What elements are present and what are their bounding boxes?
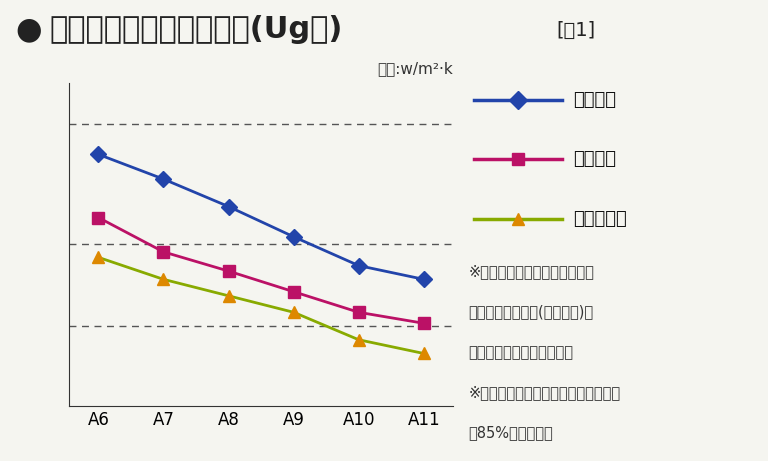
Text: トリプルガラス(グリーン)を: トリプルガラス(グリーン)を <box>468 305 594 319</box>
Text: ※本データは、日本板炉子株製: ※本データは、日本板炉子株製 <box>468 264 594 279</box>
Text: 使用した場合の値です。: 使用した場合の値です。 <box>468 345 574 360</box>
Text: ※アルゴン、クリプトンの含有率は、: ※アルゴン、クリプトンの含有率は、 <box>468 385 621 400</box>
Text: 85%にて計算。: 85%にて計算。 <box>468 426 553 440</box>
Text: ●: ● <box>15 16 42 44</box>
Text: 通常空気: 通常空気 <box>574 90 617 109</box>
Text: ガラス空気層別熱貲流率(Ug値): ガラス空気層別熱貲流率(Ug値) <box>50 16 343 44</box>
Text: クリプトン: クリプトン <box>574 210 627 228</box>
Text: [表1]: [表1] <box>557 20 596 40</box>
Text: 単位:w/m²·k: 単位:w/m²·k <box>377 61 453 77</box>
Text: アルゴン: アルゴン <box>574 150 617 168</box>
